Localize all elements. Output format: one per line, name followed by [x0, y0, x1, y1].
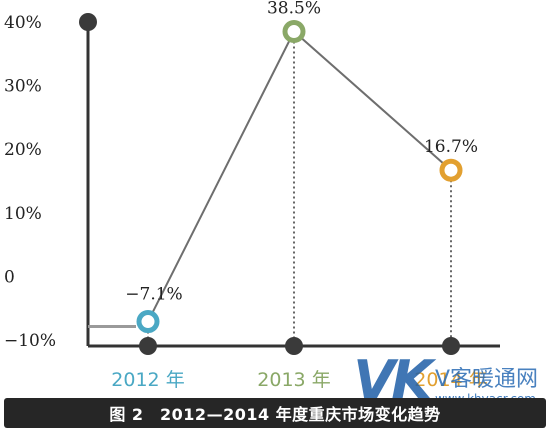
y-tick-label: −10%	[4, 331, 56, 351]
y-axis-top-dot	[79, 13, 97, 31]
caption-bar: 图 2 2012—2014 年度重庆市场变化趋势	[4, 398, 546, 428]
data-point	[136, 310, 160, 334]
x-tick-label: 2013 年	[257, 369, 330, 391]
y-tick-label: 30%	[4, 77, 42, 97]
watermark-title: V客暖通网	[434, 367, 538, 392]
data-label: 38.5%	[267, 0, 321, 19]
data-label: 16.7%	[424, 137, 478, 157]
y-tick-label: 10%	[4, 204, 42, 224]
data-point	[282, 20, 306, 44]
data-point	[439, 158, 463, 182]
series-line	[147, 29, 452, 323]
x-axis-dot	[285, 337, 303, 355]
x-tick-label: 2012 年	[111, 369, 184, 391]
x-axis-dot	[139, 337, 157, 355]
y-tick-label: 20%	[4, 140, 42, 160]
x-tick-label: 2014 年	[414, 369, 487, 391]
y-tick-label: 40%	[4, 13, 42, 33]
data-label: −7.1%	[125, 285, 182, 305]
figure-caption: 图 2 2012—2014 年度重庆市场变化趋势	[109, 405, 441, 424]
y-tick-label: 0	[4, 267, 15, 287]
x-axis-dot	[442, 337, 460, 355]
